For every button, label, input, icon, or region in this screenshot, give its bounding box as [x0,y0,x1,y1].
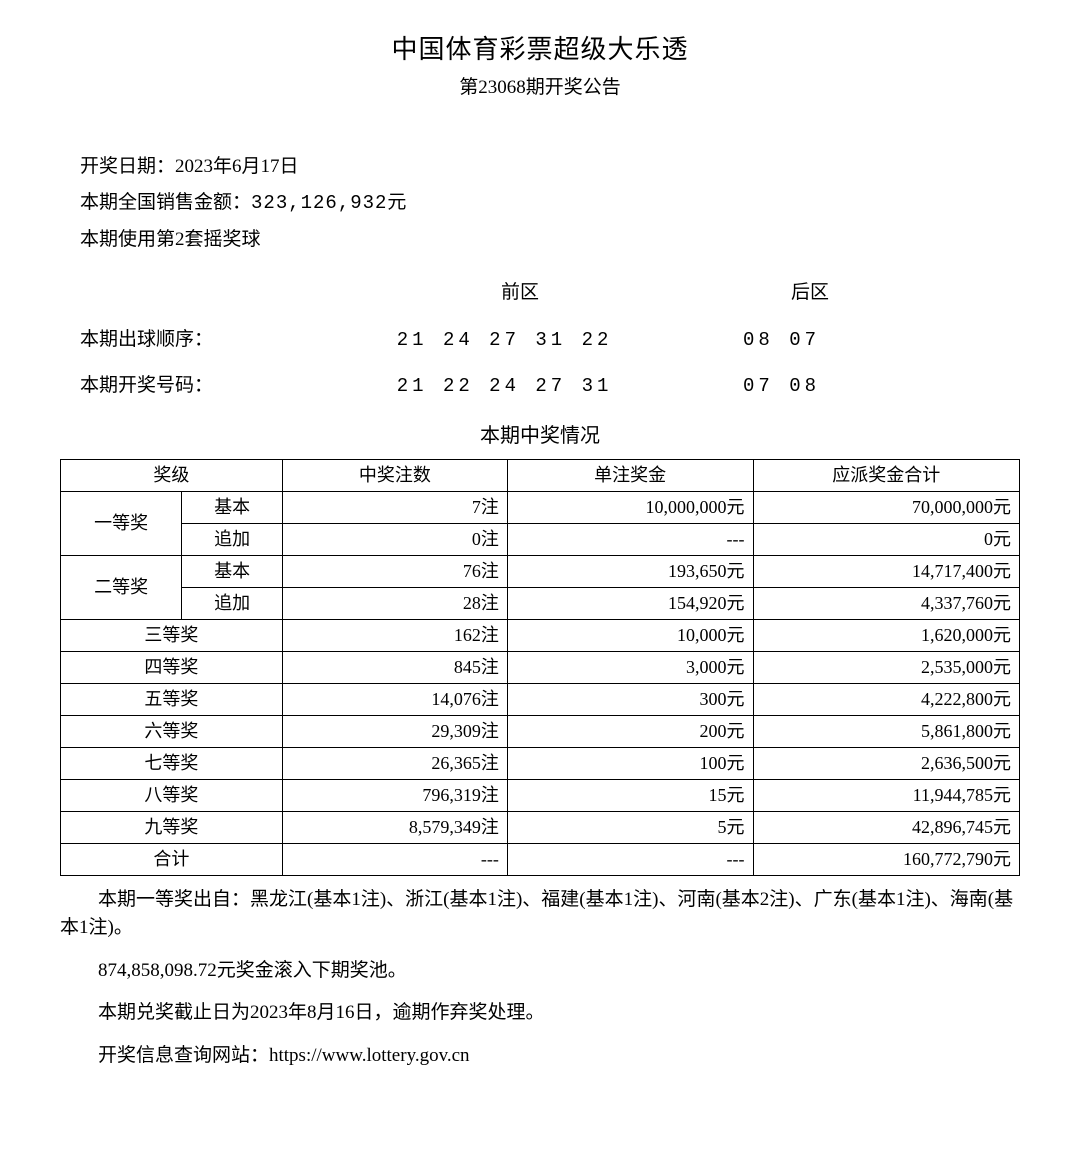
front-header: 前区 [360,279,680,308]
section-title: 本期中奖情况 [60,421,1020,451]
cell: --- [282,843,507,875]
prize-table: 奖级 中奖注数 单注奖金 应派奖金合计 一等奖 基本 7注 10,000,000… [60,459,1020,876]
cell: 14,717,400元 [753,555,1019,587]
cell-p8: 八等奖 [61,779,283,811]
date-value: 2023年6月17日 [175,156,299,177]
numbers-section: 前区 后区 本期出球顺序： 21 24 27 31 22 08 07 本期开奖号… [80,279,1000,401]
cell: 154,920元 [507,587,753,619]
info-date: 开奖日期：2023年6月17日 [80,153,1000,182]
sales-value: 323,126,932元 [251,192,407,214]
cell-sub-basic: 基本 [182,491,283,523]
cell-sub-add: 追加 [182,587,283,619]
date-label: 开奖日期： [80,156,175,177]
table-row: 三等奖 162注 10,000元 1,620,000元 [61,619,1020,651]
th-total: 应派奖金合计 [753,459,1019,491]
table-row: 六等奖 29,309注 200元 5,861,800元 [61,715,1020,747]
draw-order-back: 08 07 [713,326,1000,355]
cell: 0元 [753,523,1019,555]
cell: 3,000元 [507,651,753,683]
cell: 15元 [507,779,753,811]
cell: 4,337,760元 [753,587,1019,619]
table-row: 追加 0注 --- 0元 [61,523,1020,555]
cell: 796,319注 [282,779,507,811]
cell: 300元 [507,683,753,715]
cell-sum: 合计 [61,843,283,875]
table-row: 五等奖 14,076注 300元 4,222,800元 [61,683,1020,715]
winning-label: 本期开奖号码： [80,372,357,401]
info-ballset: 本期使用第2套摇奖球 [80,226,1000,255]
cell: --- [507,523,753,555]
cell-p2: 二等奖 [61,555,182,619]
cell-p1: 一等奖 [61,491,182,555]
cell-p4: 四等奖 [61,651,283,683]
cell: --- [507,843,753,875]
cell: 200元 [507,715,753,747]
note-winners: 本期一等奖出自：黑龙江(基本1注)、浙江(基本1注)、福建(基本1注)、河南(基… [60,886,1020,943]
table-row: 七等奖 26,365注 100元 2,636,500元 [61,747,1020,779]
th-unit: 单注奖金 [507,459,753,491]
cell: 4,222,800元 [753,683,1019,715]
table-row: 二等奖 基本 76注 193,650元 14,717,400元 [61,555,1020,587]
cell: 14,076注 [282,683,507,715]
cell: 10,000,000元 [507,491,753,523]
table-row: 一等奖 基本 7注 10,000,000元 70,000,000元 [61,491,1020,523]
cell-p3: 三等奖 [61,619,283,651]
cell: 10,000元 [507,619,753,651]
note-website: 开奖信息查询网站：https://www.lottery.gov.cn [60,1042,1020,1071]
winning-back: 07 08 [713,372,1000,401]
cell: 28注 [282,587,507,619]
cell: 5,861,800元 [753,715,1019,747]
cell: 76注 [282,555,507,587]
table-row: 合计 --- --- 160,772,790元 [61,843,1020,875]
cell: 29,309注 [282,715,507,747]
cell: 845注 [282,651,507,683]
table-row: 九等奖 8,579,349注 5元 42,896,745元 [61,811,1020,843]
page-title: 中国体育彩票超级大乐透 [60,30,1020,69]
cell: 160,772,790元 [753,843,1019,875]
sales-label: 本期全国销售金额： [80,192,251,213]
th-level: 奖级 [61,459,283,491]
notes: 本期一等奖出自：黑龙江(基本1注)、浙江(基本1注)、福建(基本1注)、河南(基… [60,886,1020,1071]
note-deadline: 本期兑奖截止日为2023年8月16日，逾期作弃奖处理。 [60,999,1020,1028]
table-row: 四等奖 845注 3,000元 2,535,000元 [61,651,1020,683]
info-sales: 本期全国销售金额：323,126,932元 [80,189,1000,218]
th-count: 中奖注数 [282,459,507,491]
page-subtitle: 第23068期开奖公告 [60,74,1020,103]
draw-order-front: 21 24 27 31 22 [357,326,713,355]
cell-sub-add: 追加 [182,523,283,555]
cell: 100元 [507,747,753,779]
table-row: 追加 28注 154,920元 4,337,760元 [61,587,1020,619]
cell: 162注 [282,619,507,651]
cell: 26,365注 [282,747,507,779]
winning-front: 21 22 24 27 31 [357,372,713,401]
cell: 70,000,000元 [753,491,1019,523]
cell-p7: 七等奖 [61,747,283,779]
back-header: 后区 [680,279,940,308]
cell: 7注 [282,491,507,523]
table-header-row: 奖级 中奖注数 单注奖金 应派奖金合计 [61,459,1020,491]
cell: 2,636,500元 [753,747,1019,779]
cell: 8,579,349注 [282,811,507,843]
draw-order-label: 本期出球顺序： [80,326,357,355]
cell: 0注 [282,523,507,555]
cell-p9: 九等奖 [61,811,283,843]
cell: 5元 [507,811,753,843]
cell: 2,535,000元 [753,651,1019,683]
cell: 42,896,745元 [753,811,1019,843]
cell: 1,620,000元 [753,619,1019,651]
cell-sub-basic: 基本 [182,555,283,587]
table-row: 八等奖 796,319注 15元 11,944,785元 [61,779,1020,811]
cell-p6: 六等奖 [61,715,283,747]
cell: 193,650元 [507,555,753,587]
cell-p5: 五等奖 [61,683,283,715]
cell: 11,944,785元 [753,779,1019,811]
note-rollover: 874,858,098.72元奖金滚入下期奖池。 [60,957,1020,986]
